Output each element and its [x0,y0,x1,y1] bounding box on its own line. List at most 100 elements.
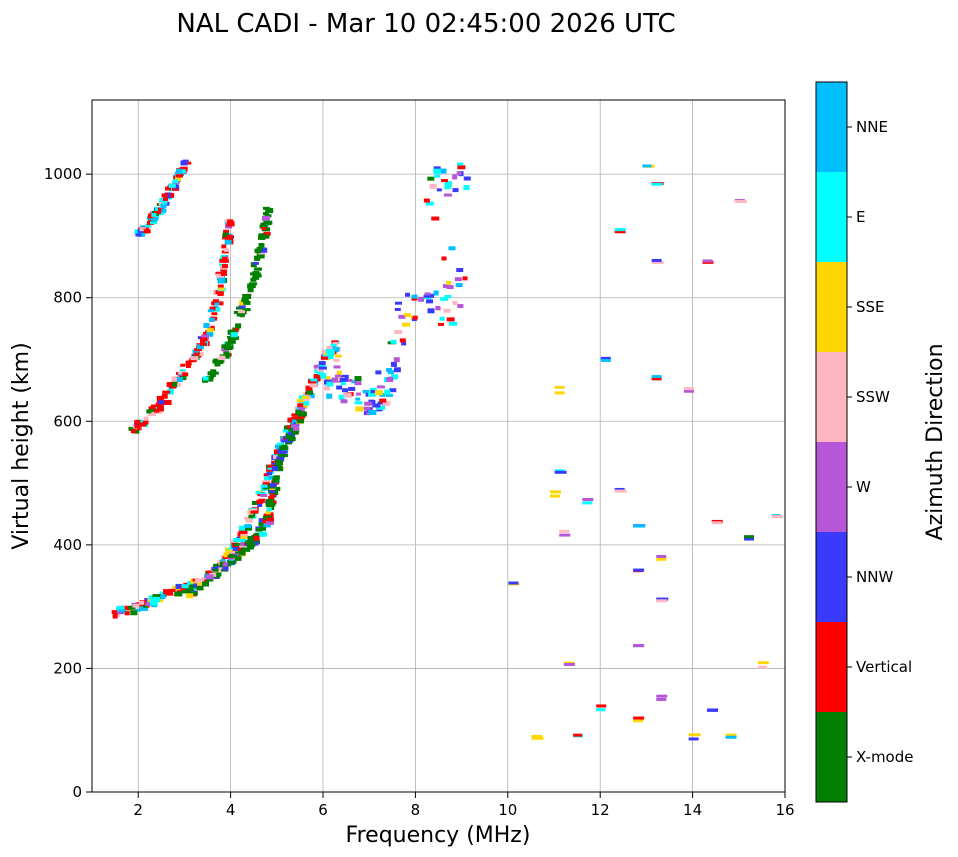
echo-point [702,259,713,263]
y-tick-label: 600 [53,412,82,430]
x-tick-label: 10 [498,801,517,819]
echo-point [276,442,284,446]
echo-point [212,569,219,574]
echo-point [257,235,264,240]
echo-point [217,284,224,290]
echo-point [336,370,342,376]
echo-point [295,410,302,415]
echo-point [256,254,265,259]
echo-point [185,365,191,369]
echo-point [229,338,235,343]
echo-point [395,301,403,305]
echo-point [271,462,279,467]
echo-point [163,589,172,595]
echo-point [250,272,257,276]
echo-point [223,552,229,558]
echo-point [596,704,607,708]
colorbar-label: Azimuth Direction [923,343,948,540]
echo-point [238,310,246,314]
echo-point [385,393,393,397]
echo-point [289,426,296,432]
echo-point [273,475,280,480]
echo-point [172,381,178,387]
echo-point [217,278,226,284]
echo-point [393,357,400,363]
echo-point [124,606,131,611]
echo-point [269,489,276,493]
echo-point [209,306,216,311]
echo-point [656,599,668,603]
echo-point [222,256,228,260]
echo-point [143,604,149,608]
echo-point [222,562,228,567]
echo-point [377,401,384,405]
echo-point [252,272,261,278]
echo-point [683,387,694,391]
echo-point [166,382,174,388]
echo-point [263,231,271,236]
echo-point [264,214,272,218]
echo-point [258,252,266,256]
echo-point [154,408,160,413]
echo-point [340,380,346,386]
echo-point [240,542,247,547]
echo-point [261,215,270,221]
echo-point [457,304,464,309]
echo-point [230,329,236,334]
echo-point [600,358,611,362]
echo-point [332,346,340,352]
echo-point [508,581,519,585]
echo-point [633,644,645,648]
echo-point [411,294,418,299]
echo-point [255,249,262,254]
echo-point [364,401,373,406]
colorbar-tick-label: NNE [856,118,888,136]
colorbar-tick-label: SSE [856,298,885,316]
colorbar-frame [815,81,848,803]
plot-frame [91,99,786,793]
echo-point [221,344,227,349]
echo-point [205,375,214,379]
colorbar-tick-label: NNW [856,568,893,586]
echo-point [202,332,209,336]
echo-point [325,376,331,381]
echo-point [180,160,188,166]
echo-point [174,591,183,597]
echo-point [128,605,136,610]
echo-point [313,364,319,369]
echo-point [166,389,174,395]
echo-point [452,188,459,193]
echo-point [239,529,247,534]
echo-point [233,543,241,547]
echo-point [266,517,274,522]
echo-point [196,586,203,591]
echo-point [171,376,180,382]
echo-point [656,557,667,561]
y-tick-label: 1000 [44,165,82,183]
echo-point [290,424,299,429]
echo-point [238,550,246,556]
echo-point [263,473,269,477]
colorbar-segment [816,712,847,802]
echo-point [423,198,430,203]
echo-point [368,391,377,397]
echo-point [148,406,156,411]
echo-point [405,292,411,297]
echo-point [263,476,271,481]
echo-point [227,335,235,339]
echo-point [186,593,194,599]
echo-point [201,577,207,582]
x-tick-label: 2 [133,801,143,819]
echo-point [433,169,441,175]
echo-point [239,300,245,306]
echo-point [226,221,235,227]
echo-point [302,392,309,397]
echo-point [175,382,182,387]
echo-point [156,406,164,412]
echo-point [172,179,179,184]
echo-point [185,588,191,594]
echo-point [149,408,158,412]
echo-point [596,708,606,712]
echo-point [153,217,159,221]
echo-point [281,444,288,448]
